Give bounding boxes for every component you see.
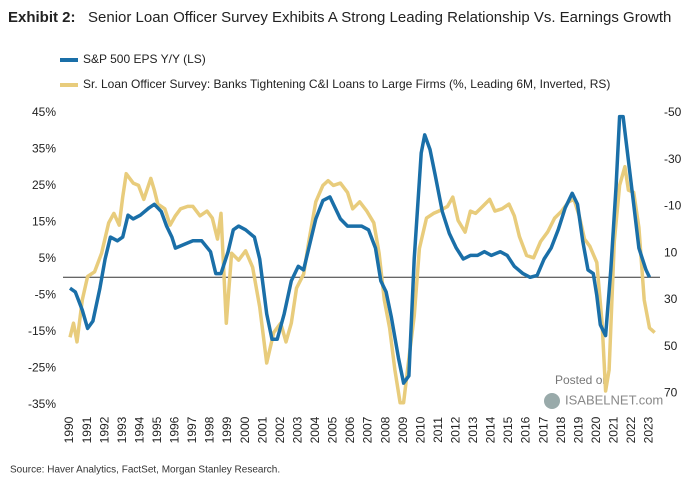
y2-tick-label: 30 [664,292,678,306]
y-tick-label: -5% [35,288,57,302]
series-line [68,114,652,385]
y-tick-label: -35% [28,397,56,411]
chart-title: Senior Loan Officer Survey Exhibits A St… [88,9,671,26]
x-tick-label: 1990 [62,416,76,443]
x-tick-label: 2023 [642,416,656,443]
x-tick-label: 1999 [220,416,234,443]
x-tick-label: 2011 [431,417,445,443]
x-tick-label: 2012 [448,416,462,443]
x-tick-label: 2001 [255,416,269,443]
x-tick-label: 1996 [168,416,182,443]
x-tick-label: 2000 [238,416,252,443]
x-tick-label: 2002 [273,416,287,443]
x-tick-label: 2004 [308,416,322,443]
x-tick-label: 2015 [501,416,515,443]
watermark-icon [544,393,560,409]
legend-label: Sr. Loan Officer Survey: Banks Tightenin… [83,77,610,91]
x-tick-label: 1998 [203,416,217,443]
y-tick-label: 15% [32,215,56,229]
x-tick-label: 2017 [536,416,550,443]
x-tick-label: 2016 [519,416,533,443]
watermark: Posted on [555,373,609,387]
y-tick-label: 25% [32,178,56,192]
x-tick-label: 1991 [80,416,94,443]
y-tick-label: 35% [32,142,56,156]
y-tick-label: -25% [28,361,56,375]
x-tick-label: 1992 [97,416,111,443]
legend-label: S&P 500 EPS Y/Y (LS) [83,52,206,66]
y2-tick-label: 50 [664,339,678,353]
y-tick-label: 45% [32,105,56,119]
x-tick-label: 2018 [554,416,568,443]
x-tick-label: 2022 [624,416,638,443]
y2-tick-label: -10 [664,199,682,213]
x-tick-label: 2007 [361,416,375,443]
x-tick-label: 2010 [413,416,427,443]
x-tick-label: 2008 [378,416,392,443]
x-tick-label: 2021 [607,416,621,443]
x-tick-label: 1994 [132,416,146,443]
x-tick-label: 1995 [150,416,164,443]
y2-tick-label: 70 [664,385,678,399]
x-tick-label: 2009 [396,416,410,443]
x-tick-label: 2019 [571,416,585,443]
source: Source: Haver Analytics, FactSet, Morgan… [10,465,280,476]
x-tick-label: 2003 [290,416,304,443]
title-prefix: Exhibit 2: [8,9,76,26]
x-tick-label: 1997 [185,416,199,443]
y2-tick-label: -30 [664,152,682,166]
x-tick-label: 2013 [466,416,480,443]
y2-tick-label: -50 [664,105,682,119]
y-tick-label: -15% [28,324,56,338]
x-tick-label: 2020 [589,416,603,443]
y2-tick-label: 10 [664,245,678,259]
y-tick-label: 5% [39,251,57,265]
x-tick-label: 2006 [343,416,357,443]
x-tick-label: 2005 [326,416,340,443]
watermark: ISABELNET.com [565,392,663,407]
x-tick-label: 2014 [484,416,498,443]
x-tick-label: 1993 [115,416,129,443]
